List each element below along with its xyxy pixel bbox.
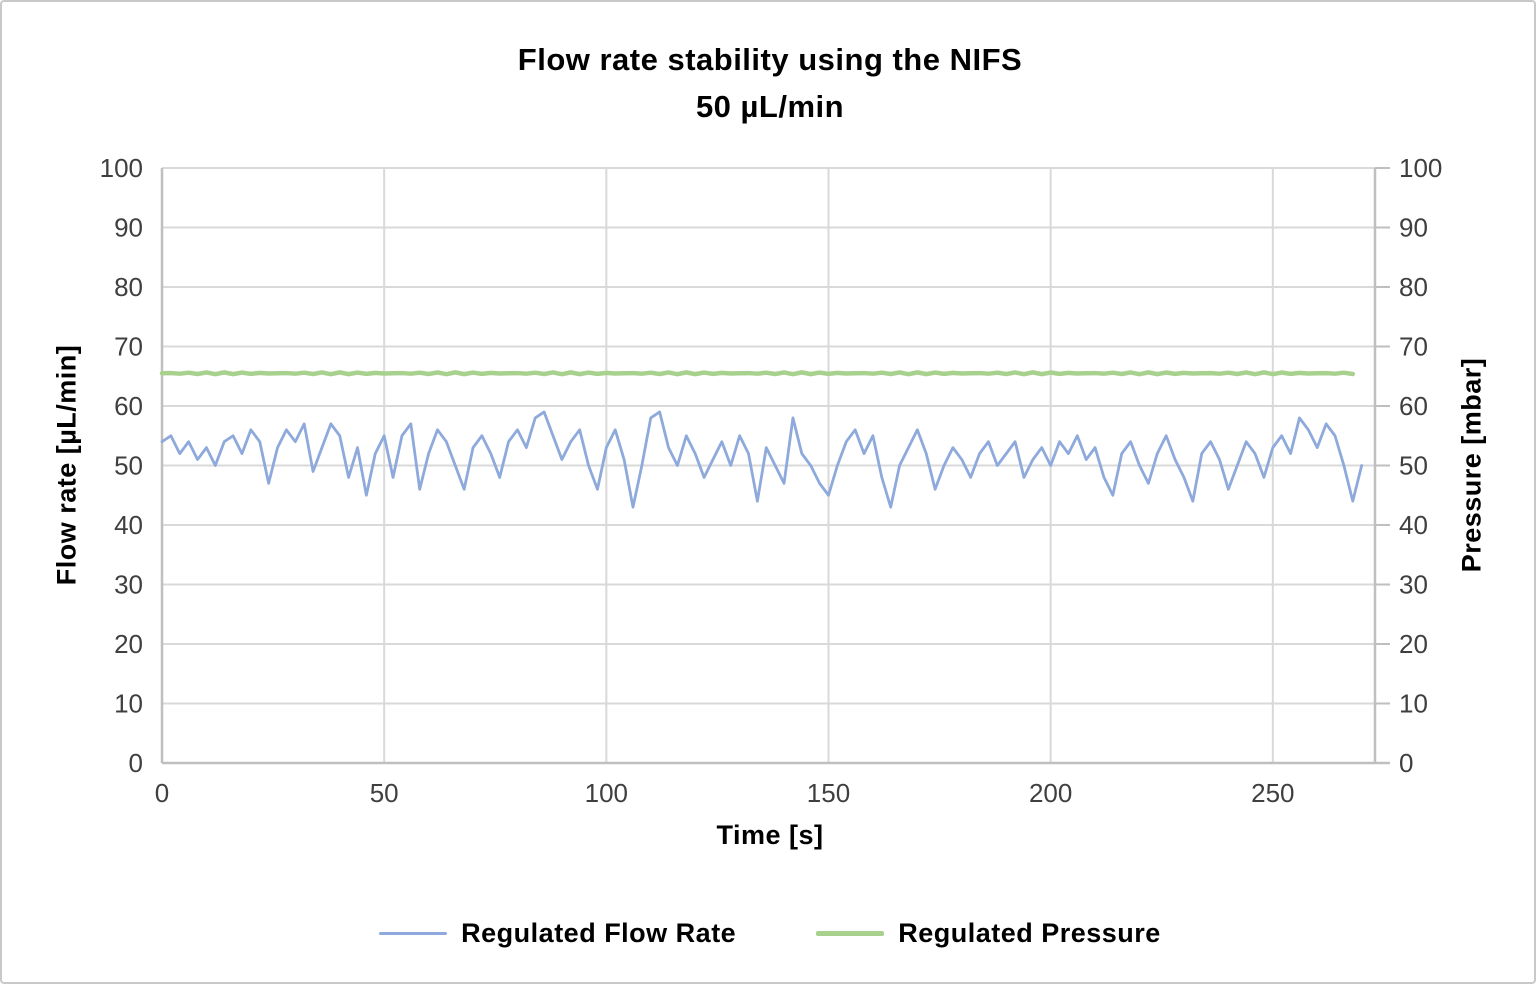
- y-axis-left-tick-label: 100: [100, 153, 143, 183]
- y-axis-left-tick-label: 50: [114, 451, 143, 481]
- y-axis-left-tick-label: 80: [114, 272, 143, 302]
- y-axis-left-tick-label: 70: [114, 332, 143, 362]
- y-axis-right-tick-label: 50: [1399, 451, 1428, 481]
- chart-title: Flow rate stability using the NIFS 50 µL…: [2, 36, 1536, 130]
- legend: Regulated Flow Rate Regulated Pressure: [2, 907, 1536, 959]
- y-axis-left-tick-label: 20: [114, 629, 143, 659]
- x-axis-tick-label: 0: [155, 778, 169, 808]
- x-axis-tick-label: 250: [1251, 778, 1294, 808]
- legend-label-flow-rate: Regulated Flow Rate: [461, 917, 737, 948]
- pressure-line-sample: [816, 930, 885, 936]
- y-axis-left-tick-label: 30: [114, 570, 143, 600]
- y-axis-right-tick-label: 0: [1399, 748, 1413, 778]
- legend-label-pressure: Regulated Pressure: [898, 917, 1161, 948]
- x-axis-tick-label: 100: [585, 778, 628, 808]
- y-axis-left-tick-label: 10: [114, 689, 143, 719]
- y-axis-right-tick-label: 10: [1399, 689, 1428, 719]
- y-axis-title-left: Flow rate [µL/min]: [51, 344, 82, 586]
- y-axis-right-tick-label: 60: [1399, 391, 1428, 421]
- chart-title-line-2: 50 µL/min: [695, 89, 845, 124]
- series-regulated-flow-rate-line: [160, 410, 1364, 509]
- y-axis-right-tick-label: 80: [1399, 272, 1428, 302]
- y-axis-title-right: Pressure [mbar]: [1456, 357, 1487, 573]
- chart-title-line-1: Flow rate stability using the NIFS: [517, 42, 1023, 77]
- x-axis-tick-label: 200: [1029, 778, 1072, 808]
- y-axis-left-tick-label: 40: [114, 510, 143, 540]
- legend-item-pressure: Regulated Pressure: [816, 918, 1161, 949]
- y-axis-left-tick-label: 0: [129, 748, 143, 778]
- legend-item-flow-rate: Regulated Flow Rate: [379, 918, 736, 949]
- y-axis-right-tick-label: 30: [1399, 570, 1428, 600]
- x-axis-tick-label: 50: [370, 778, 399, 808]
- y-axis-right-tick-label: 70: [1399, 332, 1428, 362]
- x-axis-title: Time [s]: [716, 820, 824, 850]
- y-axis-right-tick-label: 20: [1399, 629, 1428, 659]
- y-axis-right-tick-label: 40: [1399, 510, 1428, 540]
- flow-rate-line-sample: [379, 931, 448, 935]
- y-axis-left-tick-label: 60: [114, 391, 143, 421]
- y-axis-right-tick-label: 100: [1399, 153, 1442, 183]
- x-axis-tick-label: 150: [807, 778, 850, 808]
- y-axis-right-tick-label: 90: [1399, 213, 1428, 243]
- y-axis-left-tick-label: 90: [114, 213, 143, 243]
- series-regulated-pressure-line: [159, 370, 1356, 377]
